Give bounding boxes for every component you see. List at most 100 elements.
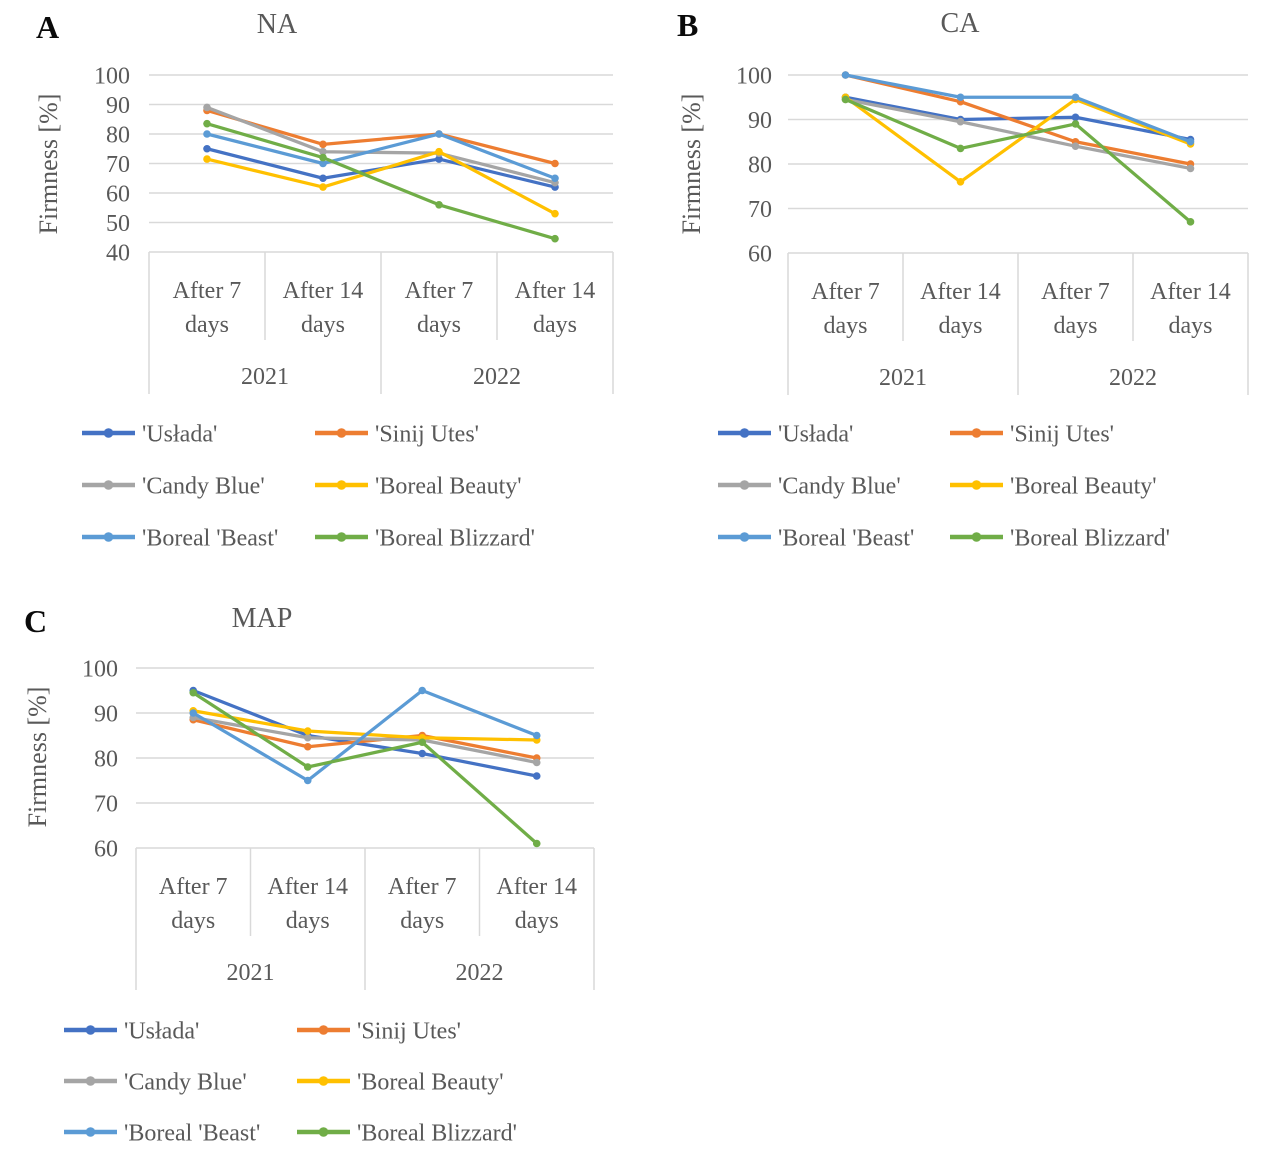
x-category-label: days	[286, 908, 330, 934]
legend-label: 'Boreal 'Beast'	[124, 1121, 260, 1147]
x-year-label: 2021	[879, 365, 927, 391]
y-tick-label: 70	[94, 792, 118, 818]
data-point-marker	[956, 93, 965, 102]
y-tick-label: 90	[106, 93, 130, 119]
panel-label: C	[24, 603, 47, 639]
legend-marker-icon	[971, 480, 982, 490]
y-tick-label: 80	[106, 123, 130, 149]
data-point-marker	[303, 727, 312, 735]
x-category-label: days	[515, 908, 559, 934]
legend-item: 'Usłada'	[718, 422, 853, 448]
legend-item: 'Boreal 'Beast'	[718, 526, 914, 552]
series-polyline	[191, 688, 539, 778]
legend-item: 'Boreal 'Beast'	[82, 526, 278, 552]
data-point-marker	[319, 183, 327, 191]
legend: 'Usłada' 'Sinij Utes' 'Candy Blue' 'Boreal …	[718, 422, 1170, 552]
y-tick-label: 70	[748, 197, 772, 223]
panel-label: B	[677, 7, 698, 43]
x-category-label: After 14	[267, 874, 348, 900]
data-point-marker	[203, 119, 211, 128]
data-point-marker	[418, 738, 427, 747]
x-category-label: After 14	[515, 278, 596, 304]
data-point-marker	[551, 159, 559, 168]
legend-item: 'Boreal Beauty'	[950, 474, 1157, 500]
data-point-marker	[1071, 113, 1080, 122]
legend-label: 'Boreal Blizzard'	[375, 526, 535, 552]
legend-marker-icon	[739, 480, 750, 490]
legend-label: 'Candy Blue'	[142, 474, 265, 500]
legend-marker-icon	[318, 1076, 329, 1086]
legend-label: 'Usłada'	[124, 1019, 199, 1045]
legend-marker-icon	[85, 1025, 96, 1035]
legend: 'Usłada' 'Sinij Utes' 'Candy Blue' 'Boreal …	[64, 1019, 517, 1147]
legend-item: 'Boreal 'Beast'	[64, 1121, 260, 1147]
legend-marker-icon	[971, 532, 982, 542]
x-category-label: After 14	[283, 278, 364, 304]
legend-label: 'Boreal Beauty'	[357, 1070, 504, 1096]
x-year-label: 2022	[456, 960, 504, 986]
y-axis-title: Firmness [%]	[34, 94, 63, 235]
y-tick-label: 60	[106, 182, 130, 208]
data-point-marker	[203, 130, 211, 138]
data-point-marker	[418, 749, 427, 758]
legend-marker-icon	[318, 1025, 329, 1035]
legend-marker-icon	[739, 532, 750, 542]
legend-label: 'Sinij Utes'	[1010, 422, 1114, 448]
x-category-label: After 7	[159, 874, 228, 900]
series-boreal-blizzard	[841, 95, 1195, 226]
series-polyline	[191, 691, 539, 846]
x-category-label: days	[824, 313, 868, 339]
data-point-marker	[1186, 218, 1195, 226]
chart-title: NA	[257, 9, 298, 40]
data-point-marker	[319, 159, 327, 168]
data-point-marker	[435, 201, 443, 209]
data-point-marker	[551, 234, 559, 243]
data-point-marker	[532, 839, 541, 848]
legend-item: 'Usłada'	[64, 1019, 199, 1045]
data-point-marker	[319, 153, 327, 162]
x-category-label: After 7	[388, 874, 457, 900]
series-polyline	[191, 718, 539, 760]
x-category-label: days	[400, 908, 444, 934]
data-point-marker	[435, 130, 443, 138]
chart-title: CA	[941, 8, 981, 39]
series-boreal-beast	[841, 71, 1195, 146]
legend-marker-icon	[103, 532, 114, 542]
legend-marker-icon	[318, 1127, 329, 1137]
legend-item: 'Boreal Beauty'	[297, 1070, 504, 1096]
data-point-marker	[189, 688, 198, 697]
data-point-marker	[532, 758, 541, 767]
x-category-label: days	[417, 312, 461, 338]
series-boreal-blizzard	[189, 688, 541, 848]
x-year-label: 2022	[1109, 365, 1157, 391]
y-tick-label: 50	[106, 211, 130, 237]
x-category-label: days	[1054, 313, 1098, 339]
legend-item: 'Boreal Blizzard'	[297, 1121, 517, 1147]
axis-table	[135, 848, 595, 990]
x-category-label: After 7	[1041, 279, 1110, 305]
legend-marker-icon	[336, 532, 347, 542]
legend-marker-icon	[85, 1127, 96, 1137]
x-category-label: days	[1169, 313, 1213, 339]
y-tick-label: 100	[94, 64, 130, 90]
chart-panel-a: A NA Firmness [%] 100 90 80 70 60 50 40 After 7 day…	[34, 9, 614, 552]
y-tick-label: 100	[82, 657, 118, 683]
y-tick-label: 80	[94, 747, 118, 773]
series-boreal-blizzard	[203, 119, 559, 243]
y-tick-label: 40	[106, 241, 130, 267]
data-point-marker	[319, 140, 327, 149]
series-polyline	[205, 105, 557, 185]
data-point-marker	[435, 155, 443, 163]
y-tick-label: 90	[748, 108, 772, 134]
series-polyline	[205, 108, 557, 166]
series-polyline	[205, 122, 557, 241]
series-polyline	[205, 132, 557, 180]
legend-item: 'Candy Blue'	[82, 474, 265, 500]
legend-marker-icon	[85, 1076, 96, 1086]
panel-label: A	[36, 9, 59, 45]
series-boreal-beauty	[203, 147, 559, 218]
data-point-marker	[1186, 137, 1195, 146]
chart-panel-b: B CA Firmness [%] 100 90 80 70 60 After 7 days Aft…	[677, 7, 1249, 552]
axis-table	[787, 253, 1249, 395]
legend-marker-icon	[336, 428, 347, 438]
